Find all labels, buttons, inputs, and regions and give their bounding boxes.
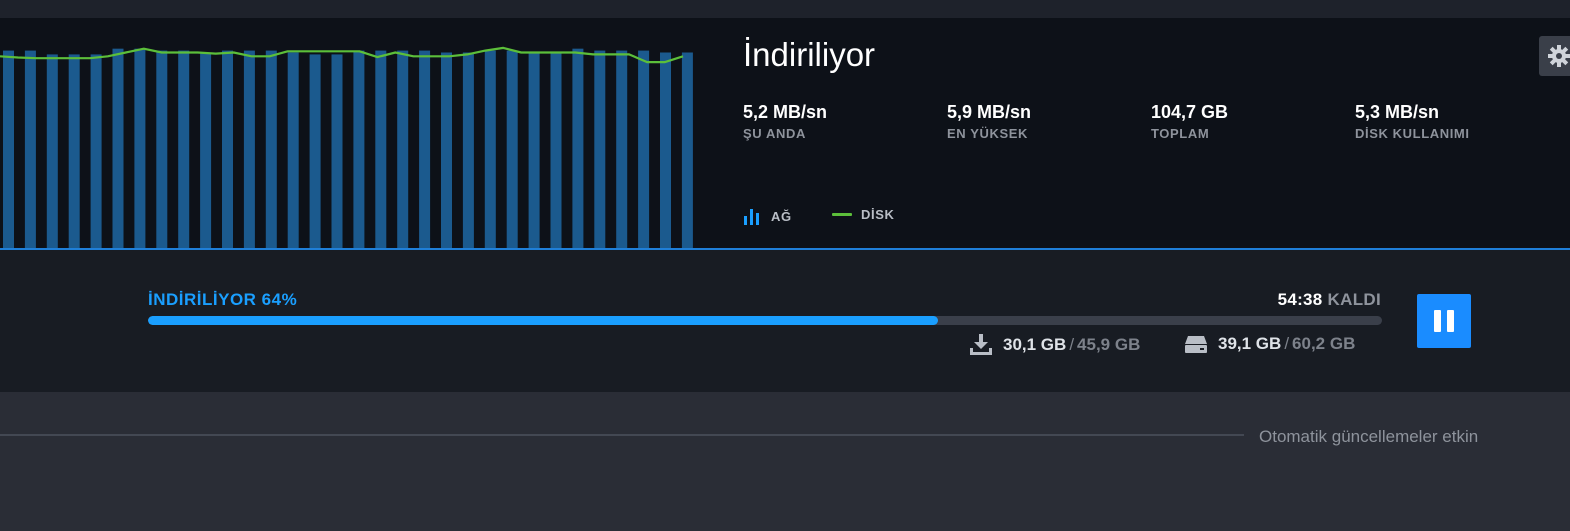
network-bar — [134, 48, 146, 248]
stat-total: 104,7 GB TOPLAM — [1151, 102, 1351, 141]
network-bar — [178, 50, 190, 248]
network-bar — [68, 54, 80, 248]
network-bar — [397, 50, 409, 248]
top-strip — [0, 0, 1570, 18]
stat-current-rate-value: 5,2 MB/sn — [743, 102, 828, 122]
gear-icon — [1548, 45, 1570, 67]
disk-size-total: 60,2 GB — [1292, 334, 1356, 353]
stat-current-rate: 5,2 MB/sn ŞU ANDA — [743, 102, 943, 141]
legend-network-label: AĞ — [771, 208, 792, 224]
network-bar — [441, 52, 452, 248]
network-bar — [112, 48, 124, 248]
progress-bar — [148, 316, 1382, 325]
network-bar — [484, 50, 496, 248]
disk-size-separator: / — [1284, 334, 1290, 353]
network-bar — [46, 54, 58, 248]
graph-divider — [0, 248, 1570, 250]
network-bar — [419, 50, 431, 248]
network-bar — [528, 52, 540, 248]
progress-bar-fill — [148, 316, 938, 325]
network-bar — [90, 54, 102, 248]
network-bar — [462, 52, 474, 248]
pause-button[interactable] — [1417, 294, 1471, 348]
stat-peak-rate-label: EN YÜKSEK — [947, 126, 1029, 141]
network-bar — [681, 52, 693, 248]
time-remaining-value: 54:38 — [1277, 290, 1323, 309]
stat-current-rate-label: ŞU ANDA — [743, 126, 806, 141]
network-bar — [287, 52, 299, 248]
network-bar — [265, 50, 277, 248]
network-bar — [309, 54, 321, 248]
download-status-title: İndiriliyor — [743, 36, 876, 73]
network-bar — [572, 48, 584, 248]
network-bar — [3, 50, 14, 248]
legend-network[interactable]: AĞ — [743, 207, 792, 225]
stat-peak-rate-value: 5,9 MB/sn — [947, 102, 1032, 122]
network-bar — [550, 52, 562, 248]
time-remaining-label: KALDI — [1327, 290, 1381, 309]
settings-button[interactable] — [1539, 36, 1570, 76]
network-bar — [375, 50, 387, 248]
download-icon — [970, 334, 992, 355]
network-bar — [331, 54, 343, 248]
disk-drive-icon — [1185, 336, 1207, 353]
network-bar — [506, 50, 518, 248]
download-size: 30,1 GB / 45,9 GB — [968, 333, 1140, 357]
auto-update-status: Otomatik güncellemeler etkin — [1259, 427, 1479, 446]
network-bar — [616, 50, 628, 248]
disk-line-icon — [832, 213, 852, 216]
network-bar — [660, 52, 671, 248]
stat-disk-usage-value: 5,3 MB/sn — [1355, 102, 1440, 122]
stat-total-value: 104,7 GB — [1151, 102, 1229, 122]
disk-size: 39,1 GB / 60,2 GB — [1183, 333, 1355, 355]
progress-status-label: İNDİRİLİYOR 64% — [148, 290, 298, 309]
stat-peak-rate: 5,9 MB/sn EN YÜKSEK — [947, 102, 1147, 141]
network-bar — [200, 52, 212, 248]
pause-icon-bar — [1447, 310, 1454, 332]
download-size-separator: / — [1069, 335, 1075, 354]
pause-icon — [1434, 310, 1441, 332]
footer-divider — [0, 434, 1244, 436]
legend-disk[interactable]: DİSK — [832, 207, 894, 222]
network-bar — [156, 50, 168, 248]
network-bar — [353, 50, 365, 248]
stat-disk-usage: 5,3 MB/sn DİSK KULLANIMI — [1355, 102, 1555, 141]
stat-disk-usage-label: DİSK KULLANIMI — [1355, 126, 1470, 141]
network-bar — [243, 50, 255, 248]
download-size-current: 30,1 GB — [1003, 335, 1067, 354]
download-size-total: 45,9 GB — [1077, 335, 1141, 354]
disk-usage-line — [0, 46, 684, 64]
download-activity-chart — [0, 46, 693, 248]
time-remaining: 54:38 KALDI — [1278, 290, 1381, 310]
network-bar — [24, 50, 36, 248]
disk-size-current: 39,1 GB — [1218, 334, 1282, 353]
network-bar — [594, 50, 606, 248]
network-bars-icon — [744, 209, 759, 225]
stat-total-label: TOPLAM — [1151, 126, 1210, 141]
legend-disk-label: DİSK — [861, 207, 895, 222]
network-bar — [638, 50, 650, 248]
footer-section — [0, 392, 1570, 531]
network-bar — [222, 50, 233, 248]
